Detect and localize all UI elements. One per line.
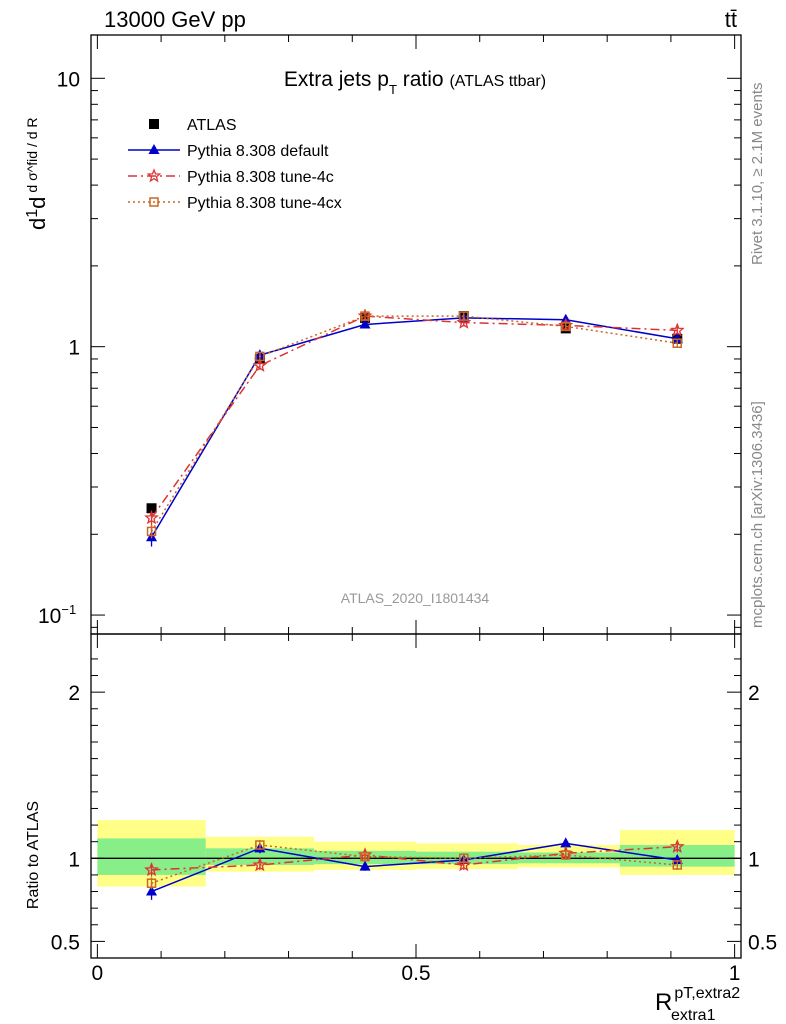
pythia-8-308-tune-4cx-point [459, 311, 469, 321]
x-tick-label: 1 [729, 962, 741, 985]
pythia-8-308-tune-4c-point [252, 857, 268, 872]
lower-y-tick-label: 0.5 [51, 931, 80, 954]
lower-y-axis-label: Ratio to ATLAS [25, 801, 42, 909]
upper-panel: 10−1 1 10 [38, 34, 742, 635]
pythia-8-308-tune-4cx-point [672, 860, 683, 870]
pythia-8-308-tune-4c-line [150, 315, 678, 519]
pythia-8-308-default-line [151, 842, 678, 893]
lower-panel: 0.5 0.5 1 1 2 2 0 0.5 1 [51, 633, 777, 985]
pythia-8-308-default-point [560, 837, 572, 848]
x-axis-label-sub: extra1 [671, 1007, 716, 1024]
pythia-8-308-default-point [359, 860, 371, 871]
legend-marker-pythia-8-308-tune-4c [146, 168, 162, 183]
legend-label-pythia-8-308-tune-4c: Pythia 8.308 tune-4c [187, 169, 334, 186]
lower-y-tick-label: 1 [68, 848, 80, 871]
x-tick-label: 0 [92, 962, 104, 985]
pythia-8-308-default-line [150, 317, 678, 538]
pythia-8-308-tune-4cx-point [146, 526, 157, 537]
pythia-8-308-tune-4cx-point [146, 878, 157, 888]
upper-y-tick-label: 10 [57, 68, 80, 91]
pythia-8-308-tune-4cx-point [561, 850, 571, 860]
chart-title-tail: ratio [403, 68, 444, 91]
pythia-8-308-tune-4c-point [144, 510, 159, 525]
upper-y-axis-label: d1dd σ^fid / d R [24, 117, 50, 230]
process-label: tt̄ [725, 7, 737, 32]
lower-y-tick-label-right: 0.5 [748, 931, 777, 954]
pythia-8-308-tune-4cx-point [360, 311, 370, 321]
pythia-8-308-default-point [359, 318, 371, 329]
pythia-8-308-tune-4cx-point [255, 351, 265, 362]
analysis-id: ATLAS_2020_I1801434 [341, 590, 490, 606]
pythia-8-308-default-point [146, 885, 158, 896]
atlas-point [146, 503, 157, 514]
pythia-8-308-tune-4cx-point [672, 338, 683, 348]
upper-y-tick-label: 1 [68, 337, 80, 360]
pythia-8-308-tune-4c-point [669, 838, 685, 853]
chart-title: Extra jets pT ratio (ATLAS ttbar) [284, 68, 546, 97]
upper-y-tick-label: 10−1 [38, 602, 76, 628]
pythia-8-308-tune-4cx-line [151, 844, 678, 884]
legend: ATLAS Pythia 8.308 default Pythia 8.308 tu… [128, 117, 342, 212]
lower-y-tick-label: 2 [68, 682, 80, 705]
pythia-8-308-tune-4cx-point [360, 851, 370, 862]
lower-y-tick-label-right: 2 [748, 682, 760, 705]
legend-label-atlas: ATLAS [187, 117, 237, 134]
pythia-8-308-tune-4cx-point [459, 853, 469, 864]
x-axis-label-main: R [655, 989, 672, 1016]
legend-marker-atlas [149, 119, 159, 129]
rivet-label: Rivet 3.1.10, ≥ 2.1M events [749, 83, 766, 266]
pythia-8-308-tune-4c-point [144, 862, 159, 877]
chart-title-sub: T [389, 82, 397, 97]
legend-label-pythia-8-308-tune-4cx: Pythia 8.308 tune-4cx [187, 195, 342, 212]
pythia-8-308-tune-4c-line [151, 845, 678, 871]
lower-plot-frame [90, 633, 742, 959]
mcplots-label: mcplots.cern.ch [arXiv:1306.3436] [749, 401, 766, 628]
legend-marker-pythia-8-308-tune-4cx [149, 197, 159, 207]
x-tick-label: 0.5 [401, 962, 430, 985]
chart-title-main: Extra jets p [284, 68, 389, 91]
legend-marker-pythia-8-308-default [148, 144, 160, 154]
pythia-8-308-default-point [671, 332, 683, 343]
energy-label: 13000 GeV pp [104, 7, 246, 32]
pythia-8-308-tune-4cx-point [255, 840, 265, 850]
pythia-8-308-tune-4cx-point [561, 321, 571, 332]
pythia-8-308-tune-4cx-line [150, 315, 678, 532]
pythia-8-308-tune-4c-point [669, 322, 685, 337]
upper-y-axis-label-text: d σ^fid / d R [24, 117, 40, 192]
lower-y-tick-label-right: 1 [748, 848, 760, 871]
legend-label-pythia-8-308-default: Pythia 8.308 default [187, 143, 329, 160]
pythia-8-308-tune-4c-point [252, 357, 268, 372]
chart-title-note: (ATLAS ttbar) [449, 73, 546, 90]
x-axis-label-sup: pT,extra2 [674, 985, 740, 1002]
